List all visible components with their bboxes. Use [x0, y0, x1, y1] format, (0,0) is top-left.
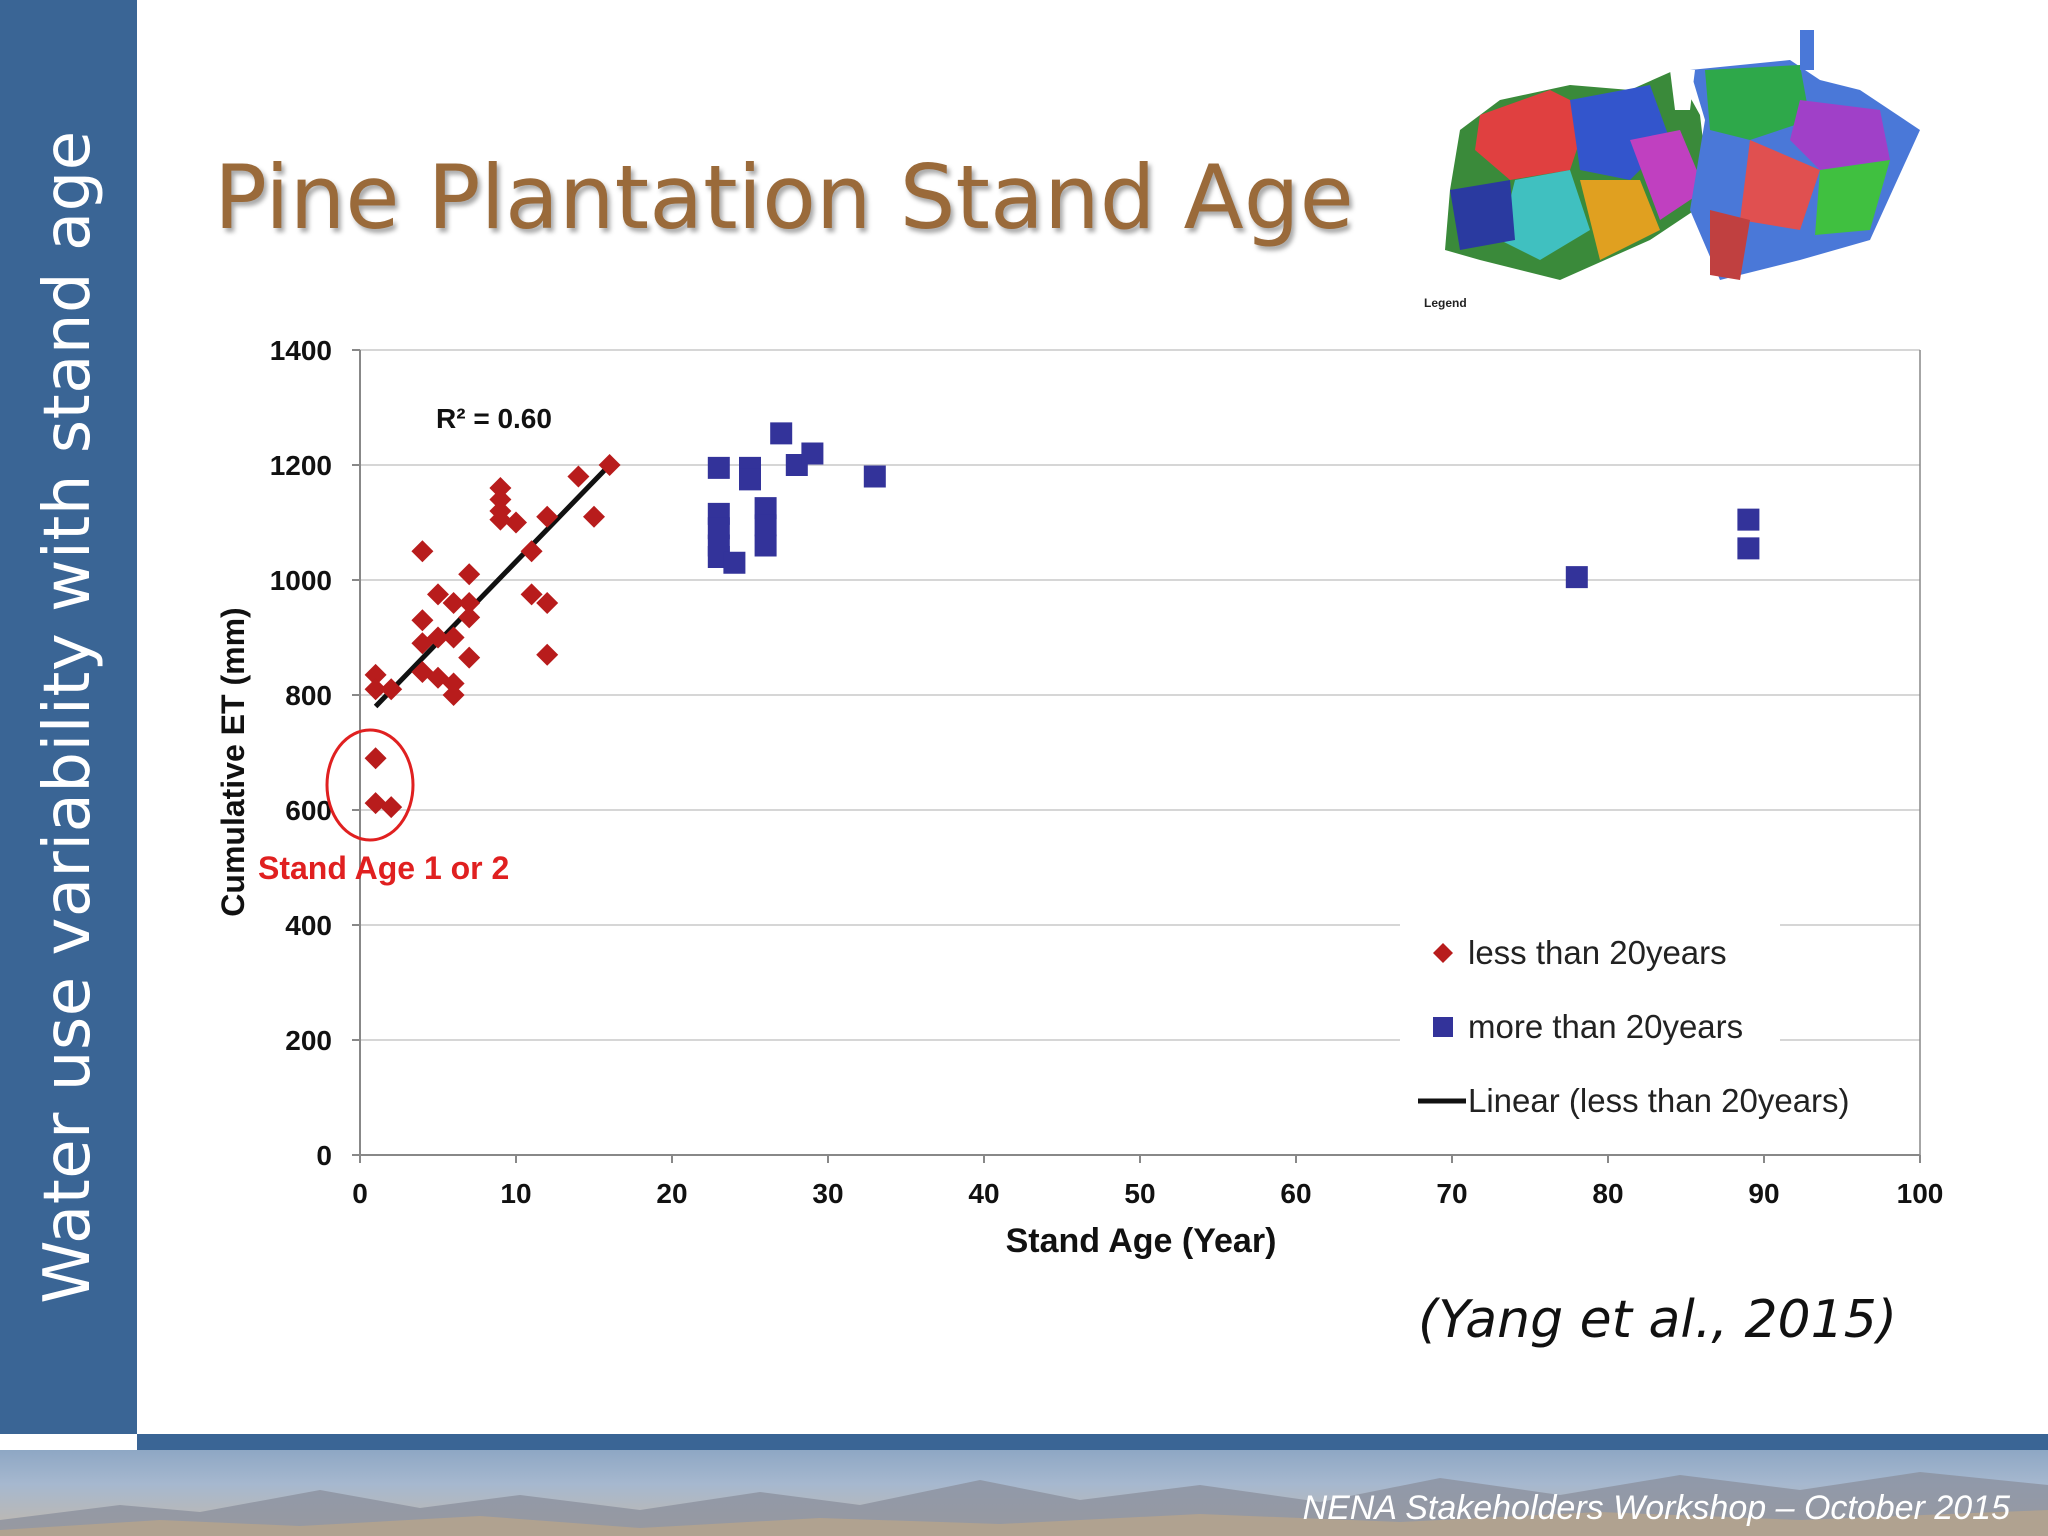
x-tick-label: 30 [812, 1178, 843, 1209]
legend-label-less: less than 20years [1468, 934, 1727, 971]
data-point-diamond [458, 646, 481, 669]
data-point-diamond [442, 672, 465, 695]
legend-label-more: more than 20years [1468, 1008, 1743, 1045]
data-point-diamond [536, 592, 559, 614]
data-point-diamond [442, 626, 465, 649]
stand-map-image [1445, 30, 1920, 280]
footer-text: NENA Stakeholders Workshop – October 201… [1302, 1489, 2010, 1527]
legend-label-trend: Linear (less than 20years) [1468, 1082, 1850, 1119]
x-tick-label: 70 [1436, 1178, 1467, 1209]
data-point-square [754, 534, 777, 557]
data-point-square [739, 468, 761, 491]
data-point-diamond [411, 609, 434, 632]
data-point-diamond [458, 606, 481, 629]
data-point-diamond [427, 626, 449, 649]
data-point-square [1565, 566, 1588, 589]
data-point-diamond [364, 792, 387, 815]
y-tick-label: 1200 [270, 450, 332, 481]
legend-marker-more [1433, 1017, 1453, 1037]
data-point-diamond [489, 488, 512, 511]
data-point-diamond [536, 505, 559, 528]
data-point-diamond [583, 505, 605, 528]
data-point-diamond [458, 592, 481, 614]
x-tick-label: 80 [1592, 1178, 1623, 1209]
divider-band [137, 1434, 2048, 1450]
y-tick-label: 0 [316, 1140, 332, 1171]
data-point-square [1737, 508, 1760, 531]
x-tick-label: 60 [1280, 1178, 1311, 1209]
data-point-diamond [411, 540, 434, 563]
data-point-diamond [458, 563, 481, 586]
y-tick-label: 1400 [270, 335, 332, 366]
legend-marker-less [1433, 943, 1453, 963]
y-tick-label: 400 [285, 910, 332, 941]
data-point-diamond [489, 477, 512, 499]
data-point-diamond [489, 508, 512, 531]
data-point-square [801, 442, 824, 465]
x-tick-label: 40 [968, 1178, 999, 1209]
trendline [373, 463, 612, 709]
data-point-diamond [442, 684, 465, 706]
x-tick-label: 10 [500, 1178, 531, 1209]
data-point-diamond [520, 583, 543, 606]
citation: (Yang et al., 2015) [1418, 1290, 1898, 1350]
data-point-diamond [364, 747, 387, 770]
data-point-diamond [364, 663, 387, 686]
trendline-path [373, 463, 612, 709]
data-point-diamond [567, 465, 590, 488]
data-point-square [723, 551, 746, 574]
data-point-diamond [536, 643, 559, 666]
footer-banner: NENA Stakeholders Workshop – October 201… [0, 1450, 2048, 1536]
data-point-diamond [380, 678, 403, 701]
data-point-diamond [505, 511, 527, 534]
x-tick-label: 100 [1897, 1178, 1944, 1209]
x-tick-label: 50 [1124, 1178, 1155, 1209]
y-tick-label: 800 [285, 680, 332, 711]
data-point-square [770, 422, 793, 445]
data-point-diamond [520, 540, 543, 563]
data-point-diamond [427, 583, 449, 606]
sidebar-title: Water use variability with stand age [31, 130, 105, 1304]
stand-age-annotation: Stand Age 1 or 2 [258, 850, 509, 886]
slide-title: Pine Plantation Stand Age [214, 146, 1354, 249]
data-point-diamond [598, 454, 621, 476]
data-points [364, 422, 1760, 819]
y-tick-label: 200 [285, 1025, 332, 1056]
r2-label: R² = 0.60 [436, 403, 552, 434]
data-point-square [707, 517, 730, 540]
data-point-square [1737, 537, 1760, 560]
sidebar-bar: Water use variability with stand age [0, 0, 137, 1434]
data-point-square [863, 465, 886, 488]
map-legend-label: Legend [1424, 296, 1467, 310]
x-tick-labels: 0 10 20 30 40 50 60 70 80 90 100 [352, 1155, 1943, 1209]
data-point-square [754, 497, 777, 520]
data-point-diamond [442, 592, 465, 614]
data-point-square [754, 514, 777, 537]
x-tick-label: 20 [656, 1178, 687, 1209]
scatter-chart: 0 10 20 30 40 50 60 70 80 90 100 0 200 400 600 800 1000… [215, 335, 1943, 1260]
x-tick-label: 0 [352, 1178, 368, 1209]
y-tick-label: 1000 [270, 565, 332, 596]
y-tick-labels: 0 200 400 600 800 1000 1200 1400 [270, 335, 360, 1171]
mountain-silhouette [0, 1472, 2048, 1536]
x-axis-label: Stand Age (Year) [1006, 1222, 1277, 1260]
highlight-ellipse [325, 728, 415, 842]
x-tick-label: 90 [1748, 1178, 1779, 1209]
data-point-diamond [364, 678, 387, 701]
data-point-diamond [380, 796, 403, 819]
data-point-square [707, 456, 730, 479]
y-axis-label: Cumulative ET (mm) [215, 607, 251, 916]
y-tick-label: 600 [285, 795, 332, 826]
